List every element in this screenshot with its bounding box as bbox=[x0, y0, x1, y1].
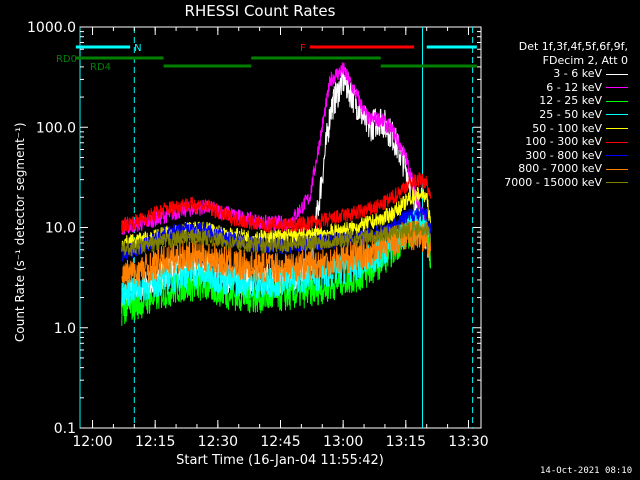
legend-item-label: 7000 - 15000 keV bbox=[504, 175, 602, 189]
legend-swatch bbox=[606, 155, 628, 157]
x-tick-label-4: 13:00 bbox=[323, 434, 363, 450]
legend-item-label: 50 - 100 keV bbox=[532, 121, 602, 135]
series-line-8 bbox=[121, 220, 431, 257]
x-tick-label-5: 13:15 bbox=[386, 434, 426, 450]
legend-item: 300 - 800 keV bbox=[486, 149, 628, 163]
y-tick-label-0: 0.1 bbox=[54, 421, 76, 437]
legend-header-line-2: FDecim 2, Att 0 bbox=[542, 53, 628, 67]
annotation-label-n: N bbox=[134, 43, 141, 54]
legend-swatch bbox=[606, 73, 628, 75]
annotation-label-rd4: RD4 bbox=[90, 62, 111, 73]
legend-item-label: 100 - 300 keV bbox=[525, 135, 602, 149]
legend-item: 12 - 25 keV bbox=[486, 94, 628, 108]
legend-swatch bbox=[606, 100, 628, 102]
legend-item-label: 12 - 25 keV bbox=[539, 94, 602, 108]
legend-item-label: 25 - 50 keV bbox=[539, 107, 602, 121]
annotation-label-rd0: RD0 bbox=[56, 54, 77, 65]
x-tick-label-1: 12:15 bbox=[135, 434, 175, 450]
legend-swatch bbox=[606, 128, 628, 130]
x-tick-label-6: 13:30 bbox=[448, 434, 488, 450]
y-tick-label-3: 100.0 bbox=[36, 120, 76, 136]
legend-header-line-1: Det 1f,3f,4f,5f,6f,9f, bbox=[518, 40, 628, 53]
legend-item: 3 - 6 keV bbox=[486, 67, 628, 81]
y-tick-label-2: 10.0 bbox=[45, 221, 76, 237]
x-tick-label-2: 12:30 bbox=[198, 434, 238, 450]
legend-item-label: 300 - 800 keV bbox=[525, 148, 602, 162]
series-line-7 bbox=[121, 219, 431, 290]
legend-swatch bbox=[606, 87, 628, 89]
legend-item: 25 - 50 keV bbox=[486, 108, 628, 122]
x-axis-label: Start Time (16-Jan-04 11:55:42) bbox=[176, 453, 384, 468]
legend-swatch bbox=[606, 182, 628, 184]
legend: Det 1f,3f,4f,5f,6f,9f, FDecim 2, Att 0 3… bbox=[486, 40, 628, 190]
annotation-label-f: F bbox=[300, 43, 306, 54]
legend-items: 3 - 6 keV 6 - 12 keV 12 - 25 keV 25 - 50 ke… bbox=[486, 67, 628, 189]
legend-item: 100 - 300 keV bbox=[486, 135, 628, 149]
y-tick-label-1: 1.0 bbox=[54, 321, 76, 337]
x-tick-label-3: 12:45 bbox=[260, 434, 300, 450]
legend-item: 50 - 100 keV bbox=[486, 122, 628, 136]
legend-item: 7000 - 15000 keV bbox=[486, 176, 628, 190]
legend-item: 800 - 7000 keV bbox=[486, 162, 628, 176]
series-line-5 bbox=[121, 172, 431, 234]
legend-swatch bbox=[606, 141, 628, 143]
legend-item-label: 3 - 6 keV bbox=[553, 67, 602, 81]
legend-item: 6 - 12 keV bbox=[486, 81, 628, 95]
legend-item-label: 6 - 12 keV bbox=[546, 80, 602, 94]
y-tick-label-4: 1000.0 bbox=[27, 20, 76, 36]
y-axis-label: Count Rate (s⁻¹ detector segment⁻¹) bbox=[13, 122, 27, 342]
legend-item-label: 800 - 7000 keV bbox=[518, 162, 602, 176]
legend-swatch bbox=[606, 114, 628, 116]
legend-swatch bbox=[606, 168, 628, 170]
render-timestamp: 14-Oct-2021 08:10 bbox=[540, 466, 633, 476]
chart-title: RHESSI Count Rates bbox=[184, 2, 336, 20]
x-tick-label-0: 12:00 bbox=[72, 434, 112, 450]
